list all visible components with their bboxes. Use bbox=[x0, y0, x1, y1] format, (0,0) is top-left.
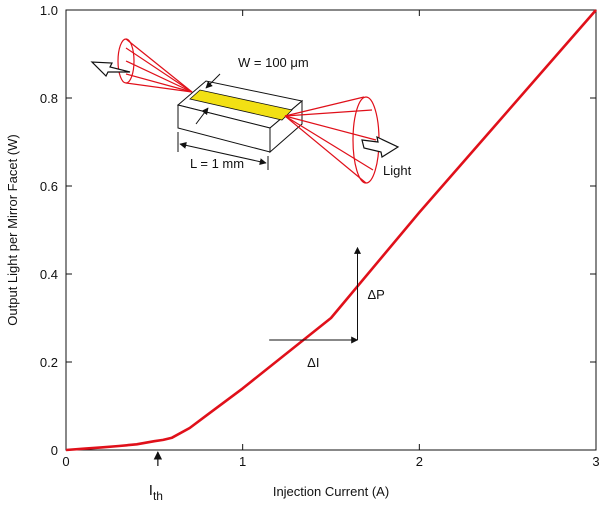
y-tick-label: 0.8 bbox=[40, 91, 58, 106]
right-light-arrow-icon bbox=[361, 135, 400, 158]
w-arrow-a bbox=[205, 73, 221, 89]
y-tick-label: 0.6 bbox=[40, 179, 58, 194]
x-axis-title: Injection Current (A) bbox=[273, 484, 389, 499]
x-tick-label: 1 bbox=[239, 454, 246, 469]
y-tick-label: 0 bbox=[51, 443, 58, 458]
width-label: W = 100 μm bbox=[238, 55, 309, 70]
x-tick-label: 0 bbox=[62, 454, 69, 469]
x-ticks: 0 1 2 3 bbox=[62, 10, 600, 469]
threshold-label: Ith bbox=[149, 482, 163, 503]
threshold-annotation: Ith bbox=[149, 451, 163, 503]
laser-chip-illustration: W = 100 μm L = 1 mm Light bbox=[90, 38, 412, 184]
delta-p-label: ΔP bbox=[368, 287, 385, 302]
series-line bbox=[65, 9, 597, 452]
y-ticks: 0 0.2 0.4 0.6 0.8 1.0 bbox=[40, 3, 596, 458]
active-stripe bbox=[189, 89, 293, 121]
y-tick-label: 0.2 bbox=[40, 355, 58, 370]
length-label: L = 1 mm bbox=[190, 156, 244, 171]
y-tick-label: 0.4 bbox=[40, 267, 58, 282]
left-beam-cone bbox=[117, 38, 193, 93]
left-light-arrow-icon bbox=[90, 61, 131, 78]
x-tick-label: 3 bbox=[592, 454, 599, 469]
slope-annotation: ΔI ΔP bbox=[269, 246, 385, 370]
y-tick-label: 1.0 bbox=[40, 3, 58, 18]
light-label: Light bbox=[383, 163, 412, 178]
w-arrow-b bbox=[195, 107, 209, 125]
plot-frame bbox=[65, 9, 597, 451]
l-dim-line bbox=[179, 141, 267, 166]
delta-i-label: ΔI bbox=[307, 355, 319, 370]
x-tick-label: 2 bbox=[416, 454, 423, 469]
y-axis-title: Output Light per Mirror Facet (W) bbox=[5, 134, 20, 325]
